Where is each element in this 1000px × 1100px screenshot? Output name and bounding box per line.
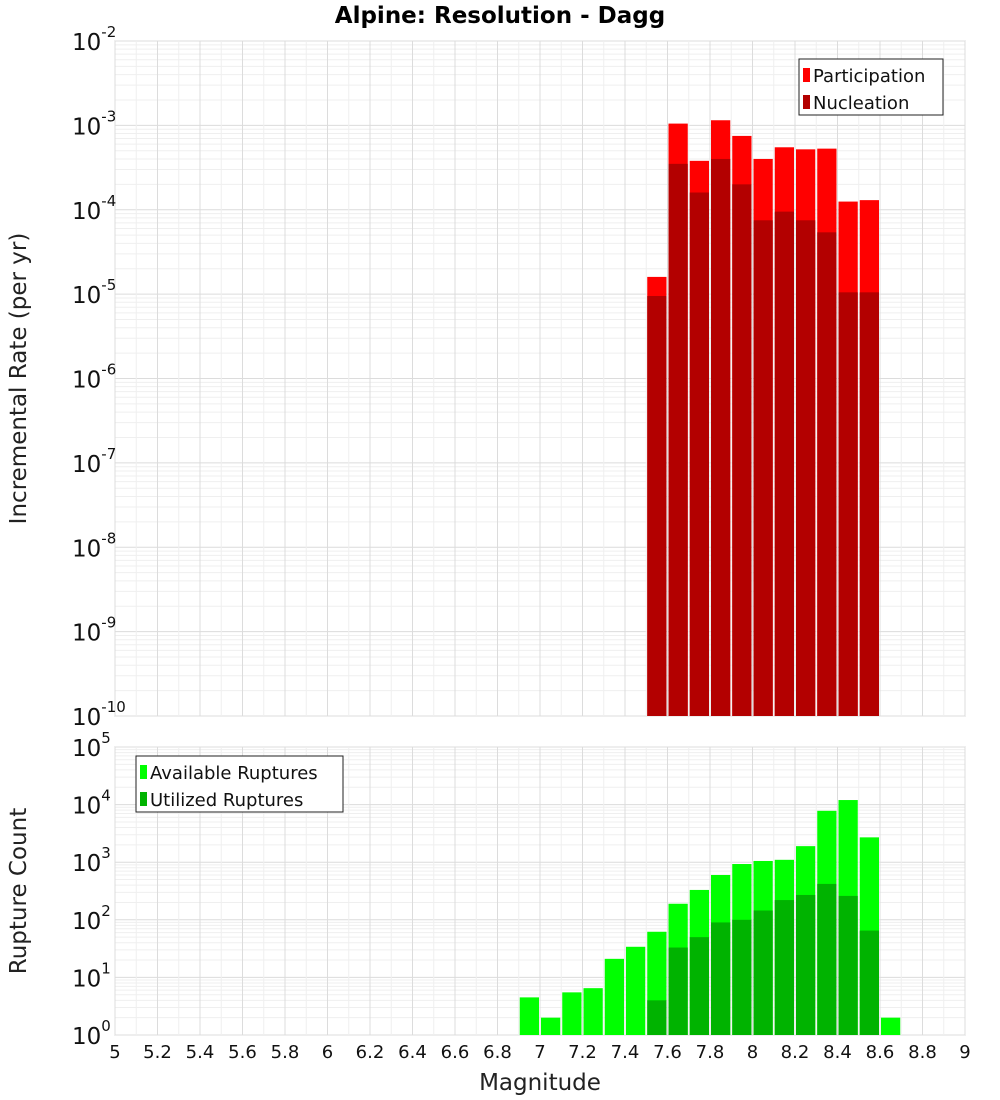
legend-label: Nucleation bbox=[813, 93, 909, 114]
bar-nucleation bbox=[711, 158, 731, 717]
x-tick-label: 6.2 bbox=[356, 1042, 385, 1063]
bar-nucleation bbox=[774, 211, 794, 716]
top-bars bbox=[647, 120, 879, 717]
y-tick-label: 105 bbox=[72, 729, 111, 762]
x-tick-label: 5 bbox=[109, 1042, 120, 1063]
y-tick-label: 10-8 bbox=[72, 529, 116, 562]
y-tick-label: 10-4 bbox=[72, 192, 116, 225]
bar-nucleation bbox=[796, 220, 816, 717]
top-panel: 10-10 10-9 10-8 10-7 10-6 10-5 10-4 10-3 10-2 In… bbox=[6, 23, 966, 731]
x-tick-label: 7.8 bbox=[696, 1042, 725, 1063]
bar-nucleation bbox=[668, 163, 688, 717]
y-tick-label: 10-9 bbox=[72, 614, 116, 647]
x-tick-label: 7.4 bbox=[611, 1042, 640, 1063]
legend-swatch bbox=[803, 95, 810, 109]
x-tick-label: 6.6 bbox=[441, 1042, 470, 1063]
y-tick-label: 103 bbox=[72, 844, 111, 877]
x-tick-label: 8 bbox=[747, 1042, 758, 1063]
bar-utilized-ruptures bbox=[838, 895, 858, 1035]
y-tick-label: 10-2 bbox=[72, 23, 116, 56]
bar-utilized-ruptures bbox=[774, 900, 794, 1035]
bar-nucleation bbox=[753, 220, 773, 717]
y-tick-label: 10-7 bbox=[72, 445, 116, 478]
x-axis-label: Magnitude bbox=[479, 1070, 601, 1096]
bar-utilized-ruptures bbox=[689, 937, 709, 1035]
bar-available-ruptures bbox=[519, 997, 539, 1035]
bottom-bars bbox=[519, 800, 901, 1035]
x-tick-label: 7 bbox=[534, 1042, 545, 1063]
bar-available-ruptures bbox=[562, 992, 582, 1035]
x-tick-label: 7.6 bbox=[653, 1042, 682, 1063]
x-tick-label: 5.2 bbox=[143, 1042, 172, 1063]
y-tick-label: 101 bbox=[72, 959, 111, 992]
chart-title: Alpine: Resolution - Dagg bbox=[335, 3, 665, 29]
bar-nucleation bbox=[817, 232, 837, 716]
top-grid bbox=[114, 40, 966, 717]
x-tick-label: 8.2 bbox=[781, 1042, 810, 1063]
y-tick-label: 100 bbox=[72, 1017, 111, 1050]
x-tick-label: 8.8 bbox=[908, 1042, 937, 1063]
bar-nucleation bbox=[689, 192, 709, 717]
bar-utilized-ruptures bbox=[668, 947, 688, 1035]
x-tick-label: 6 bbox=[322, 1042, 333, 1063]
legend-box bbox=[798, 58, 944, 116]
legend-swatch bbox=[140, 765, 147, 779]
y-tick-label: 10-6 bbox=[72, 361, 116, 394]
x-tick-label: 8.6 bbox=[866, 1042, 895, 1063]
bar-utilized-ruptures bbox=[647, 1000, 667, 1035]
y-tick-label: 10-3 bbox=[72, 107, 116, 140]
bottom-y-ticks: 100 101 102 103 104 105 bbox=[72, 729, 111, 1050]
bottom-panel: 100 101 102 103 104 105 Rupture Count Availab… bbox=[6, 729, 966, 1050]
x-tick-label: 6.4 bbox=[398, 1042, 427, 1063]
legend-swatch bbox=[140, 792, 147, 806]
y-tick-label: 102 bbox=[72, 902, 111, 935]
x-tick-label: 8.4 bbox=[823, 1042, 852, 1063]
bar-nucleation bbox=[732, 184, 752, 717]
bar-available-ruptures bbox=[881, 1017, 901, 1035]
bar-utilized-ruptures bbox=[859, 930, 879, 1035]
bar-nucleation bbox=[859, 292, 879, 716]
x-tick-label: 5.8 bbox=[271, 1042, 300, 1063]
bottom-y-axis-label: Rupture Count bbox=[6, 808, 32, 974]
bar-nucleation bbox=[838, 292, 858, 716]
bar-available-ruptures bbox=[583, 988, 603, 1035]
y-tick-label: 104 bbox=[72, 787, 111, 820]
bar-available-ruptures bbox=[541, 1017, 561, 1035]
legend-label: Available Ruptures bbox=[150, 763, 318, 784]
top-y-axis-label: Incremental Rate (per yr) bbox=[6, 233, 32, 525]
legend-box bbox=[135, 755, 344, 813]
legend-label: Utilized Ruptures bbox=[150, 790, 303, 811]
x-ticks: 5 5.2 5.4 5.6 5.8 6 6.2 6.4 6.6 6.8 7 7.2 7.4 7.6 7.8 8… bbox=[109, 1042, 970, 1063]
bar-available-ruptures bbox=[626, 946, 646, 1035]
bar-utilized-ruptures bbox=[817, 883, 837, 1035]
x-tick-label: 5.4 bbox=[186, 1042, 215, 1063]
top-y-ticks: 10-10 10-9 10-8 10-7 10-6 10-5 10-4 10-3 10-2 bbox=[72, 23, 126, 731]
bar-utilized-ruptures bbox=[796, 894, 816, 1035]
x-tick-label: 5.6 bbox=[228, 1042, 257, 1063]
y-tick-label: 10-10 bbox=[72, 698, 126, 731]
x-tick-label: 9 bbox=[959, 1042, 970, 1063]
y-tick-label: 10-5 bbox=[72, 276, 116, 309]
top-legend: Participation Nucleation bbox=[798, 58, 944, 116]
x-tick-label: 7.2 bbox=[568, 1042, 597, 1063]
bar-utilized-ruptures bbox=[711, 922, 731, 1035]
bar-available-ruptures bbox=[604, 958, 624, 1035]
x-tick-label: 6.8 bbox=[483, 1042, 512, 1063]
legend-swatch bbox=[803, 68, 810, 82]
legend-label: Participation bbox=[813, 66, 925, 87]
bar-nucleation bbox=[647, 296, 667, 716]
bar-utilized-ruptures bbox=[753, 910, 773, 1035]
bottom-legend: Available Ruptures Utilized Ruptures bbox=[135, 755, 344, 813]
bar-utilized-ruptures bbox=[732, 919, 752, 1035]
